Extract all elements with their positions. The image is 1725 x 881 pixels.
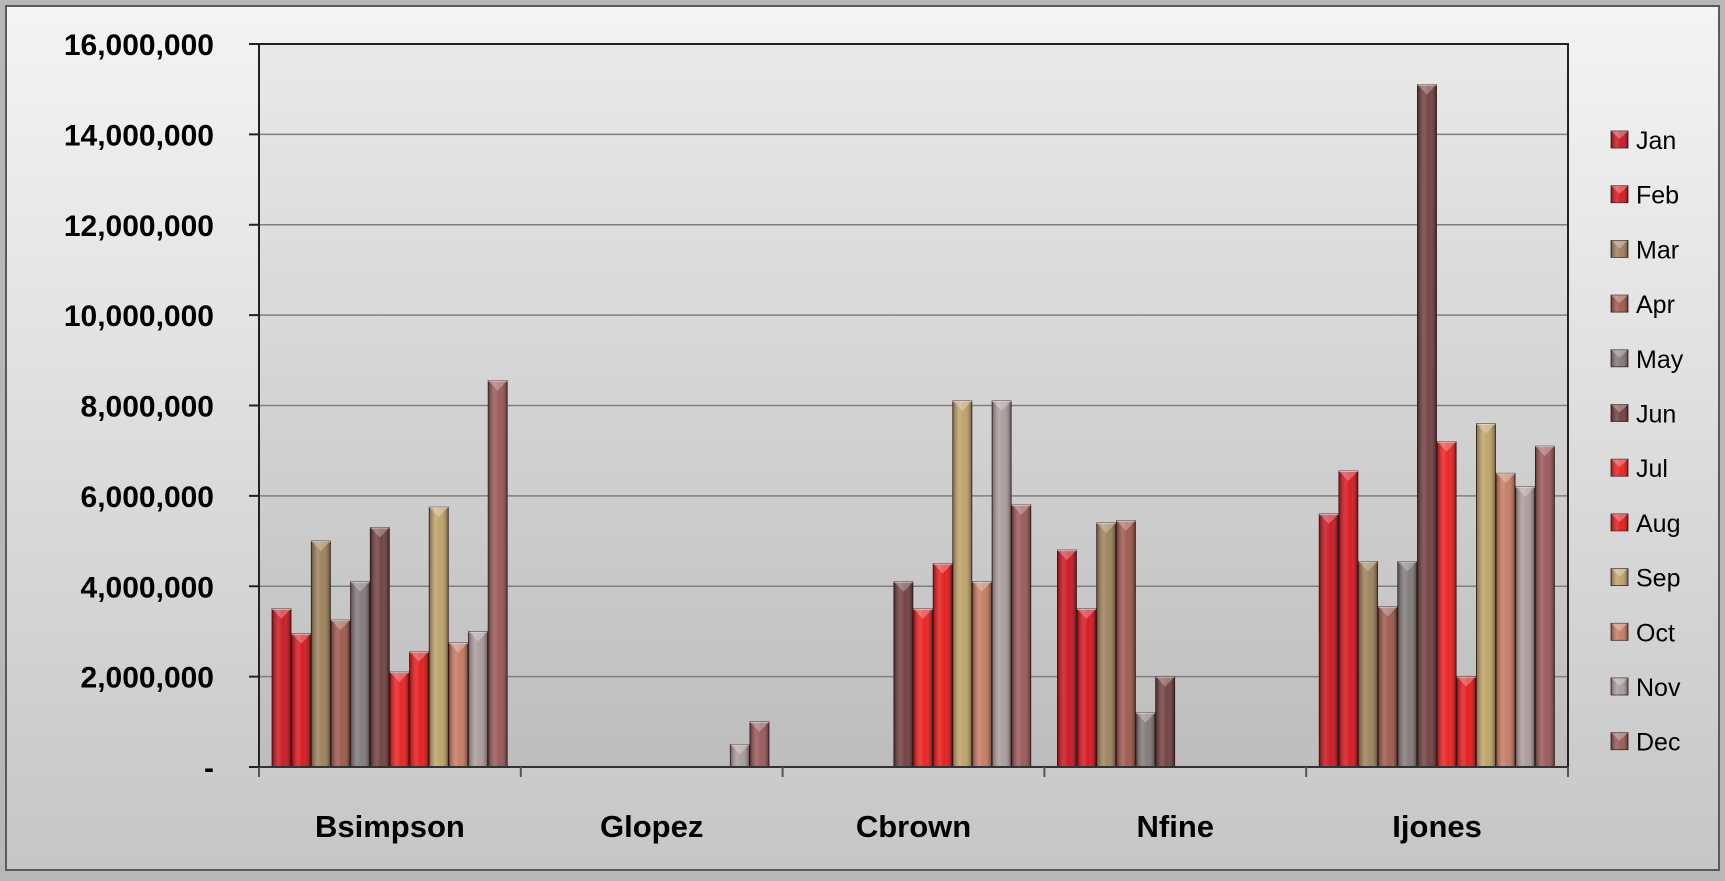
legend-label: Mar	[1636, 236, 1679, 264]
legend-label: Nov	[1636, 674, 1681, 702]
bar	[350, 581, 371, 768]
bar	[448, 642, 469, 768]
bar	[1495, 472, 1516, 768]
bar	[310, 540, 331, 768]
bar	[1011, 504, 1032, 768]
bar	[893, 581, 914, 768]
x-tick-label: Bsimpson	[315, 809, 465, 844]
bar	[369, 527, 390, 768]
legend-swatch	[1610, 185, 1629, 204]
bar	[1318, 513, 1339, 768]
bar	[913, 608, 933, 768]
legend: Jan Feb Mar Apr May Jun Jul Aug Sep Oct Nov Dec	[1610, 127, 1684, 757]
legend-item: Oct	[1610, 619, 1675, 647]
bar	[749, 721, 770, 768]
legend-label: Dec	[1636, 729, 1680, 757]
bar	[932, 563, 953, 768]
bar	[1115, 520, 1136, 768]
y-tick-label: 14,000,000	[64, 119, 214, 152]
x-tick-label: Glopez	[600, 809, 703, 844]
bar	[1076, 608, 1097, 768]
bar	[972, 581, 992, 768]
legend-swatch	[1610, 622, 1629, 641]
y-tick-label: -	[204, 752, 214, 785]
y-tick-label: 8,000,000	[81, 391, 214, 424]
legend-item: Jan	[1610, 127, 1676, 155]
y-axis: - 2,000,000 4,000,000 6,000,000 8,000,000 10,…	[64, 29, 259, 785]
legend-item: Sep	[1610, 565, 1680, 593]
x-tick-label: Ijones	[1392, 809, 1482, 844]
bar	[729, 744, 750, 768]
bar	[1534, 445, 1555, 768]
legend-swatch	[1610, 130, 1629, 149]
bar	[952, 400, 973, 768]
legend-label: Jun	[1636, 401, 1676, 429]
bar	[409, 651, 429, 768]
legend-item: Jun	[1610, 401, 1676, 429]
bar	[271, 608, 292, 768]
bars	[271, 84, 1555, 768]
x-axis: Bsimpson Glopez Cbrown Nfine Ijones	[258, 766, 1569, 844]
y-tick-label: 4,000,000	[81, 571, 214, 604]
legend-swatch	[1610, 294, 1629, 313]
bar	[1456, 676, 1477, 768]
bar	[1358, 560, 1378, 768]
legend-item: Nov	[1610, 674, 1681, 702]
legend-swatch	[1610, 239, 1629, 258]
bar	[1155, 676, 1176, 768]
y-tick-label: 12,000,000	[64, 210, 214, 243]
legend-swatch	[1610, 513, 1629, 532]
bar	[1397, 560, 1418, 768]
bar	[1377, 606, 1398, 768]
bar	[468, 631, 488, 768]
legend-item: Dec	[1610, 729, 1680, 757]
bar	[1515, 486, 1536, 768]
legend-label: May	[1636, 346, 1684, 374]
legend-label: Oct	[1636, 619, 1675, 647]
legend-swatch	[1610, 404, 1629, 422]
legend-swatch	[1610, 568, 1629, 586]
legend-swatch	[1610, 349, 1629, 368]
legend-label: Apr	[1636, 291, 1675, 319]
bar	[1096, 522, 1117, 768]
x-tick-label: Nfine	[1137, 809, 1215, 844]
legend-item: May	[1610, 346, 1684, 374]
y-tick-label: 16,000,000	[64, 29, 214, 62]
legend-item: Mar	[1610, 236, 1679, 264]
legend-label: Jul	[1636, 455, 1668, 483]
y-tick-label: 6,000,000	[81, 481, 214, 514]
legend-swatch	[1610, 458, 1629, 477]
bar	[487, 380, 508, 768]
bar	[991, 400, 1012, 768]
legend-swatch	[1610, 677, 1629, 696]
bar	[1338, 470, 1359, 768]
legend-item: Feb	[1610, 182, 1679, 210]
bar	[1417, 84, 1437, 768]
legend-label: Sep	[1636, 565, 1680, 593]
bar	[389, 671, 410, 768]
bar	[1057, 549, 1077, 768]
legend-item: Aug	[1610, 510, 1680, 538]
bar	[1135, 712, 1156, 768]
y-tick-label: 10,000,000	[64, 300, 214, 333]
x-tick-label: Cbrown	[856, 809, 971, 844]
bar	[1436, 441, 1457, 768]
bar	[330, 619, 351, 768]
y-tick-label: 2,000,000	[81, 662, 214, 695]
bar	[1476, 423, 1496, 768]
legend-swatch	[1610, 732, 1629, 751]
bar	[291, 633, 312, 768]
legend-label: Aug	[1636, 510, 1680, 538]
legend-label: Feb	[1636, 182, 1679, 210]
bar	[428, 506, 449, 768]
legend-label: Jan	[1636, 127, 1676, 155]
legend-item: Apr	[1610, 291, 1675, 319]
legend-item: Jul	[1610, 455, 1668, 483]
